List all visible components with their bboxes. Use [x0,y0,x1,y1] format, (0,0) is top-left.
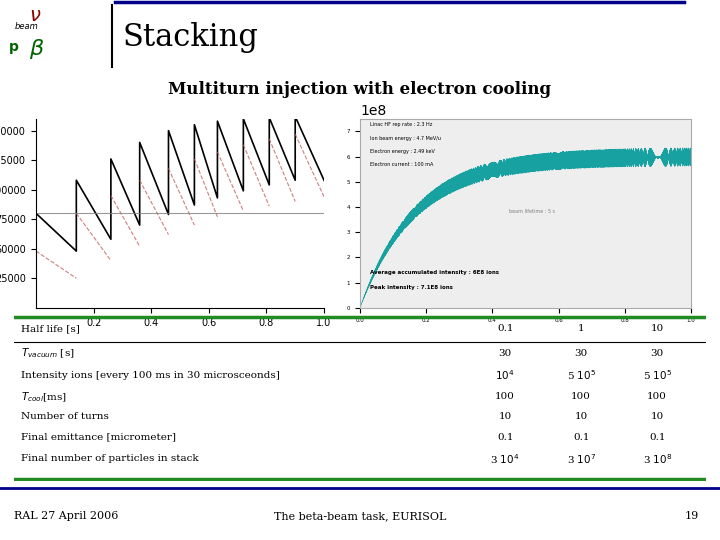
Text: 10: 10 [498,413,512,422]
Text: CERN: CERN [659,16,680,22]
Text: $T_{cool}$[ms]: $T_{cool}$[ms] [22,390,67,404]
Text: 0.1: 0.1 [573,433,590,442]
Text: 100: 100 [647,393,667,401]
Text: Electron current : 100 mA: Electron current : 100 mA [370,162,433,167]
Text: 30: 30 [575,349,588,358]
Text: Electron energy : 2.49 keV: Electron energy : 2.49 keV [370,149,435,154]
Text: $T_{vacuum}$ [s]: $T_{vacuum}$ [s] [22,347,75,360]
Text: 0.1: 0.1 [497,324,513,333]
Text: 19: 19 [684,511,698,521]
Text: 0.1: 0.1 [497,433,513,442]
Text: 30: 30 [498,349,512,358]
Text: 10: 10 [575,413,588,422]
Text: Stacking: Stacking [122,22,258,52]
Text: Peak intensity : 7.1E8 ions: Peak intensity : 7.1E8 ions [370,285,453,290]
Text: Multiturn injection with electron cooling: Multiturn injection with electron coolin… [168,80,552,98]
Text: 5 $10^5$: 5 $10^5$ [643,368,672,382]
Text: Linac HF rep rate : 2.3 Hz: Linac HF rep rate : 2.3 Hz [370,123,432,127]
Text: 3 $10^7$: 3 $10^7$ [567,452,595,465]
Text: Average accumulated intensity : 6E8 ions: Average accumulated intensity : 6E8 ions [370,270,499,275]
Text: Number of turns: Number of turns [22,413,109,422]
Text: $\nu$: $\nu$ [29,6,41,25]
Text: 0.1: 0.1 [649,433,665,442]
Text: Final emittance [micrometer]: Final emittance [micrometer] [22,433,176,442]
Text: 1: 1 [578,324,585,333]
Text: 30: 30 [651,349,664,358]
Text: RAL 27 April 2006: RAL 27 April 2006 [14,511,119,521]
Text: $10^4$: $10^4$ [495,368,515,382]
Text: $\beta$: $\beta$ [29,37,45,61]
Text: 3 $10^8$: 3 $10^8$ [642,452,672,465]
Text: p: p [9,39,19,53]
Text: Half life [s]: Half life [s] [22,324,80,333]
Text: beam lifetime : 5 s: beam lifetime : 5 s [509,210,555,214]
Text: 3 $10^4$: 3 $10^4$ [490,452,520,465]
Text: 10: 10 [651,413,664,422]
Text: beam: beam [14,23,38,31]
Text: 5 $10^5$: 5 $10^5$ [567,368,595,382]
Text: 100: 100 [571,393,591,401]
Text: The beta-beam task, EURISOL: The beta-beam task, EURISOL [274,511,446,521]
Text: Intensity ions [every 100 ms in 30 microsceonds]: Intensity ions [every 100 ms in 30 micro… [22,370,280,380]
Text: 10: 10 [651,324,664,333]
Text: 100: 100 [495,393,515,401]
Text: Ion beam energy : 4.7 MeV/u: Ion beam energy : 4.7 MeV/u [370,136,441,140]
Text: Final number of particles in stack: Final number of particles in stack [22,454,199,463]
